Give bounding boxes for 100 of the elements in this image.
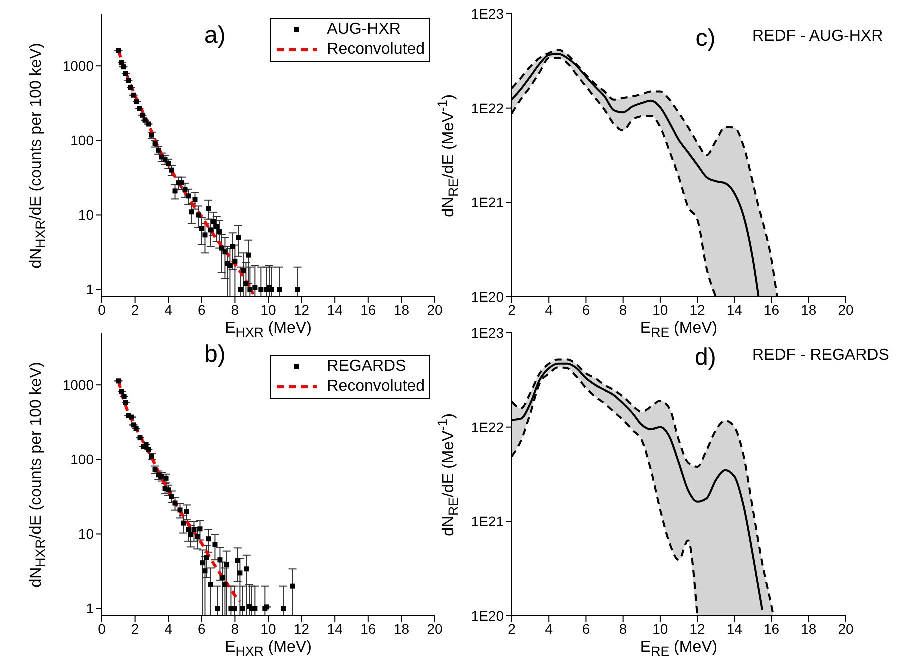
x-tick-label: 6 <box>198 620 206 637</box>
point <box>240 606 246 612</box>
y-tick-label: 1E20 <box>471 288 504 305</box>
point <box>172 500 178 506</box>
x-tick-label: 14 <box>327 302 344 318</box>
point <box>238 287 244 292</box>
y-tick-label: 1E23 <box>471 324 504 341</box>
point <box>179 180 184 186</box>
y-tick-label: 100 <box>70 452 94 468</box>
x-tick-label: 14 <box>327 620 344 637</box>
point <box>134 100 140 105</box>
x-tick-label: 8 <box>231 620 240 637</box>
point <box>202 232 208 238</box>
x-tick-label: 20 <box>838 620 854 637</box>
point <box>248 287 253 292</box>
x-tick-label: 0 <box>98 620 106 637</box>
point <box>235 558 240 564</box>
x-tick-label: 20 <box>427 620 443 637</box>
legend-label: REGARDS <box>327 357 406 377</box>
annotation: d) <box>695 344 716 372</box>
point <box>290 584 296 589</box>
y-tick-label: 10 <box>78 526 94 542</box>
point <box>204 555 210 560</box>
point <box>236 235 242 240</box>
x-tick-label: 4 <box>164 302 173 318</box>
y-tick-label: 1000 <box>62 58 94 74</box>
x-tick-label: 12 <box>690 302 706 318</box>
point <box>188 532 194 538</box>
x-tick-label: 8 <box>231 302 240 318</box>
x-tick-label: 4 <box>545 302 554 318</box>
point <box>172 188 178 194</box>
point <box>202 568 208 574</box>
point <box>206 206 212 212</box>
x-tick-label: 14 <box>726 620 743 637</box>
point <box>276 287 282 292</box>
point <box>189 210 194 215</box>
x-tick-label: 20 <box>427 302 443 318</box>
x-tick-label: 12 <box>294 302 310 318</box>
point <box>169 168 174 173</box>
legend-label: AUG-HXR <box>327 20 401 40</box>
annotation: REDF - REGARDS <box>752 347 890 366</box>
point <box>269 287 274 292</box>
x-tick-label: 4 <box>164 620 173 637</box>
y-tick-label: 100 <box>70 132 94 149</box>
point <box>252 606 258 612</box>
point <box>178 508 183 513</box>
point <box>195 534 200 540</box>
x-axis-title: E$_{HXR}$ (MeV) <box>225 639 312 660</box>
point <box>220 575 226 580</box>
x-tick-label: 12 <box>294 620 310 637</box>
x-tick-label: 8 <box>619 620 628 637</box>
x-tick-label: 14 <box>726 302 743 318</box>
x-tick-label: 6 <box>198 302 206 318</box>
point <box>198 526 203 532</box>
point <box>244 281 249 286</box>
point <box>196 212 202 218</box>
x-tick-label: 18 <box>801 620 817 637</box>
point <box>212 542 218 548</box>
y-tick-label: 1E22 <box>471 100 504 116</box>
point <box>199 226 204 232</box>
point <box>162 158 168 163</box>
point <box>295 287 300 292</box>
annotation: REDF - AUG-HXR <box>752 28 884 46</box>
point <box>217 229 222 234</box>
x-tick-label: 4 <box>545 620 554 637</box>
y-tick-label: 1E21 <box>471 194 504 211</box>
point <box>252 285 258 290</box>
point <box>214 224 220 230</box>
x-axis-title: E$_{RE}$ (MeV) <box>640 320 718 340</box>
y-tick-label: 1 <box>86 600 94 617</box>
point <box>166 488 172 493</box>
point <box>208 582 214 588</box>
point <box>169 494 174 500</box>
point <box>192 527 197 532</box>
x-tick-label: 0 <box>98 302 106 318</box>
point <box>181 520 186 526</box>
point <box>200 560 206 566</box>
point <box>211 220 216 225</box>
point <box>258 287 264 292</box>
x-tick-label: 2 <box>508 302 516 318</box>
x-tick-label: 10 <box>652 620 668 637</box>
point <box>218 558 223 563</box>
point <box>241 268 246 274</box>
annotation: a) <box>204 22 226 50</box>
point <box>215 606 220 612</box>
annotation: b) <box>204 341 226 370</box>
x-tick-label: 20 <box>838 302 854 318</box>
y-tick-label: 1E23 <box>471 6 504 22</box>
legend-label: Reconvoluted <box>327 40 425 60</box>
point <box>244 566 250 572</box>
annotation: c) <box>696 25 716 54</box>
y-tick-label: 1E21 <box>471 514 504 530</box>
point <box>137 106 142 112</box>
point <box>232 606 238 612</box>
x-tick-label: 2 <box>508 620 516 637</box>
x-tick-label: 6 <box>582 620 590 637</box>
x-axis-title: E$_{HXR}$ (MeV) <box>225 320 312 340</box>
x-tick-label: 6 <box>582 302 590 318</box>
x-axis-title: E$_{RE}$ (MeV) <box>640 639 718 660</box>
point <box>206 536 212 542</box>
